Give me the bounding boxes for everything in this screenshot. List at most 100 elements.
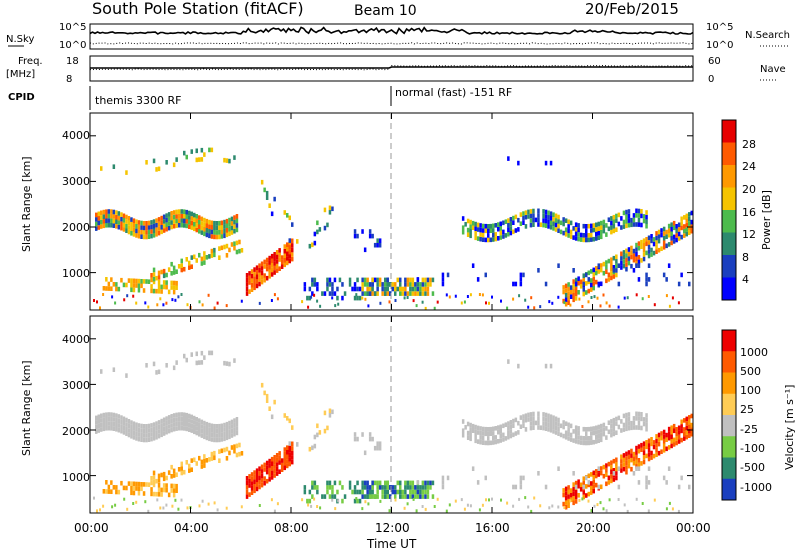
power-cell — [117, 286, 121, 292]
power-cell — [165, 217, 168, 223]
velocity-cell — [198, 360, 201, 365]
velocity-cell — [170, 488, 173, 493]
power-cell — [492, 237, 495, 242]
velocity-cell — [157, 369, 161, 375]
velocity-cell — [557, 417, 560, 423]
velocity-cell — [228, 429, 231, 435]
velocity-cell — [321, 494, 324, 499]
velocity-cell — [683, 418, 686, 423]
velocity-cell — [411, 480, 415, 486]
power-cell — [123, 298, 126, 302]
velocity-cell — [208, 422, 211, 428]
power-cell — [492, 228, 495, 233]
velocity-cell — [270, 470, 274, 476]
power-colorbar — [721, 119, 737, 301]
power-cell — [544, 214, 548, 219]
power-cell — [605, 278, 608, 284]
velocity-cell — [250, 472, 254, 477]
power-cell — [316, 229, 319, 235]
velocity-cell — [590, 509, 593, 513]
power-cell — [635, 251, 638, 257]
velocity-cell — [479, 435, 482, 440]
velocity-cell — [363, 494, 367, 499]
power-cell — [577, 280, 580, 286]
velocity-cell — [356, 436, 359, 442]
power-cell — [223, 244, 226, 250]
power-cell — [328, 210, 332, 215]
velocity-cell — [248, 478, 251, 484]
velocity-cell — [195, 360, 198, 366]
power-cell — [401, 291, 404, 296]
power-cell — [582, 291, 585, 297]
velocity-cell — [110, 489, 113, 494]
power-cell — [361, 286, 364, 292]
velocity-cell — [152, 436, 156, 441]
power-cell — [544, 209, 548, 215]
velocity-cell — [265, 460, 269, 466]
velocity-cell — [635, 411, 638, 417]
velocity-cell — [175, 483, 178, 489]
power-cell — [120, 221, 123, 226]
power-cell — [238, 248, 241, 254]
velocity-cell — [642, 417, 646, 422]
velocity-cell — [127, 481, 131, 486]
velocity-cell — [258, 484, 261, 490]
velocity-cell — [585, 436, 588, 441]
power-cell — [326, 282, 329, 287]
power-cell — [542, 213, 545, 219]
velocity-cell — [230, 419, 234, 425]
velocity-cell — [592, 475, 595, 480]
power-cell — [208, 228, 211, 234]
power-cell — [600, 229, 603, 235]
power-cell — [316, 299, 319, 303]
velocity-cell — [145, 433, 148, 438]
velocity-cell — [125, 426, 128, 432]
power-cell — [208, 224, 211, 229]
power-cell — [647, 295, 650, 298]
power-cell — [627, 213, 631, 219]
velocity-cell — [291, 455, 294, 460]
velocity-cell — [218, 428, 221, 433]
velocity-cell — [218, 437, 221, 443]
power-cell — [368, 229, 372, 234]
power-cell — [590, 278, 593, 283]
velocity-cell — [602, 473, 606, 479]
power-cell — [569, 294, 573, 299]
velocity-cell — [379, 499, 382, 503]
power-cell — [130, 287, 133, 293]
power-cell — [642, 256, 646, 262]
velocity-cell — [117, 427, 121, 433]
power-cell — [371, 277, 374, 283]
power-cell — [220, 220, 224, 226]
power-cell — [640, 258, 643, 263]
velocity-cell — [102, 426, 106, 432]
colorbar-segment — [722, 210, 736, 233]
power-cell — [283, 210, 286, 215]
velocity-cell — [132, 490, 136, 496]
power-cell — [371, 282, 374, 287]
velocity-cell — [647, 480, 651, 485]
power-cell — [180, 263, 183, 268]
velocity-cell — [102, 489, 106, 494]
velocity-cell — [426, 494, 430, 499]
power-cell — [667, 228, 671, 233]
power-cell — [386, 277, 389, 283]
velocity-cell — [645, 475, 648, 481]
power-cell — [401, 286, 404, 292]
velocity-cell — [356, 498, 359, 504]
power-cell — [223, 228, 226, 234]
power-cell — [245, 282, 249, 287]
velocity-cell — [655, 438, 658, 444]
power-cell — [145, 225, 148, 231]
power-cell — [132, 283, 136, 288]
velocity-cell — [183, 421, 186, 427]
velocity-cell — [223, 360, 226, 366]
power-cell — [172, 214, 176, 220]
velocity-cell — [497, 425, 500, 430]
power-cell — [273, 265, 276, 271]
power-cell — [258, 263, 261, 268]
velocity-cell — [491, 497, 493, 501]
power-cell — [371, 286, 374, 292]
power-cell — [323, 291, 327, 296]
velocity-cell — [489, 426, 492, 432]
